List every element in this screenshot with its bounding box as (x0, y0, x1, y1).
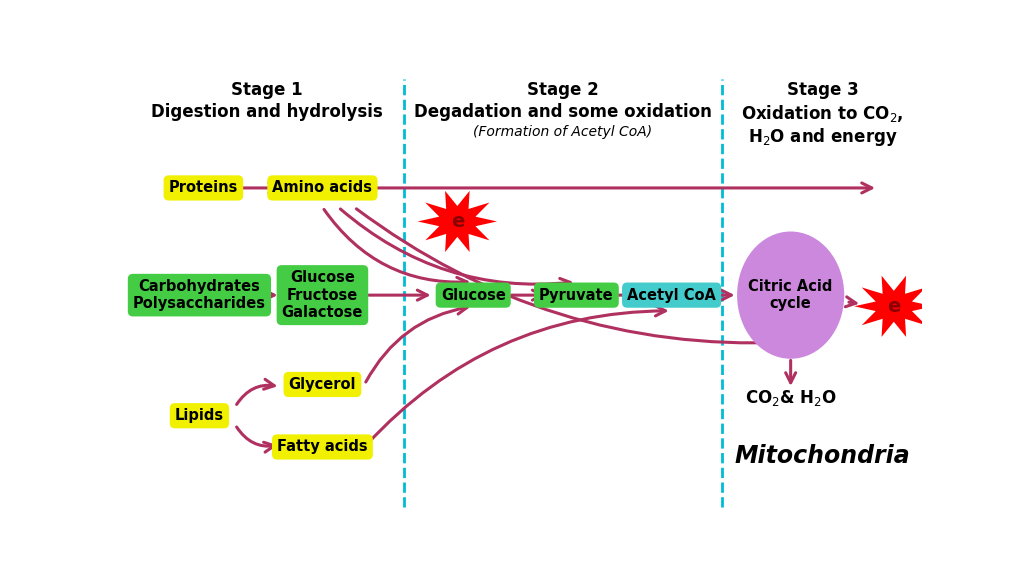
Text: Carbohydrates
Polysaccharides: Carbohydrates Polysaccharides (133, 279, 266, 311)
Text: Oxidation to CO$_2$,: Oxidation to CO$_2$, (741, 103, 903, 124)
Text: CO$_2$& H$_2$O: CO$_2$& H$_2$O (744, 388, 837, 408)
Ellipse shape (737, 231, 844, 359)
Text: Degadation and some oxidation: Degadation and some oxidation (414, 103, 712, 121)
Text: Pyruvate: Pyruvate (539, 288, 613, 303)
Text: Mitochondria: Mitochondria (734, 444, 910, 468)
Text: Glucose
Fructose
Galactose: Glucose Fructose Galactose (282, 270, 364, 320)
Text: e: e (887, 297, 900, 316)
Text: Glycerol: Glycerol (289, 377, 356, 392)
Text: Stage 2: Stage 2 (527, 81, 599, 99)
Polygon shape (854, 276, 934, 337)
Text: Digestion and hydrolysis: Digestion and hydrolysis (151, 103, 383, 121)
Text: Fatty acids: Fatty acids (278, 440, 368, 455)
Text: Stage 3: Stage 3 (786, 81, 858, 99)
Text: Lipids: Lipids (175, 408, 224, 423)
Text: Stage 1: Stage 1 (231, 81, 303, 99)
Text: Glucose: Glucose (440, 288, 506, 303)
Text: (Formation of Acetyl CoA): (Formation of Acetyl CoA) (473, 125, 652, 139)
Polygon shape (418, 191, 497, 252)
Text: Acetyl CoA: Acetyl CoA (627, 288, 716, 303)
Text: Amino acids: Amino acids (272, 180, 373, 195)
Text: e: e (451, 212, 464, 231)
Text: H$_2$O and energy: H$_2$O and energy (748, 126, 897, 148)
Text: Proteins: Proteins (169, 180, 238, 195)
Text: Citric Acid
cycle: Citric Acid cycle (749, 279, 833, 311)
